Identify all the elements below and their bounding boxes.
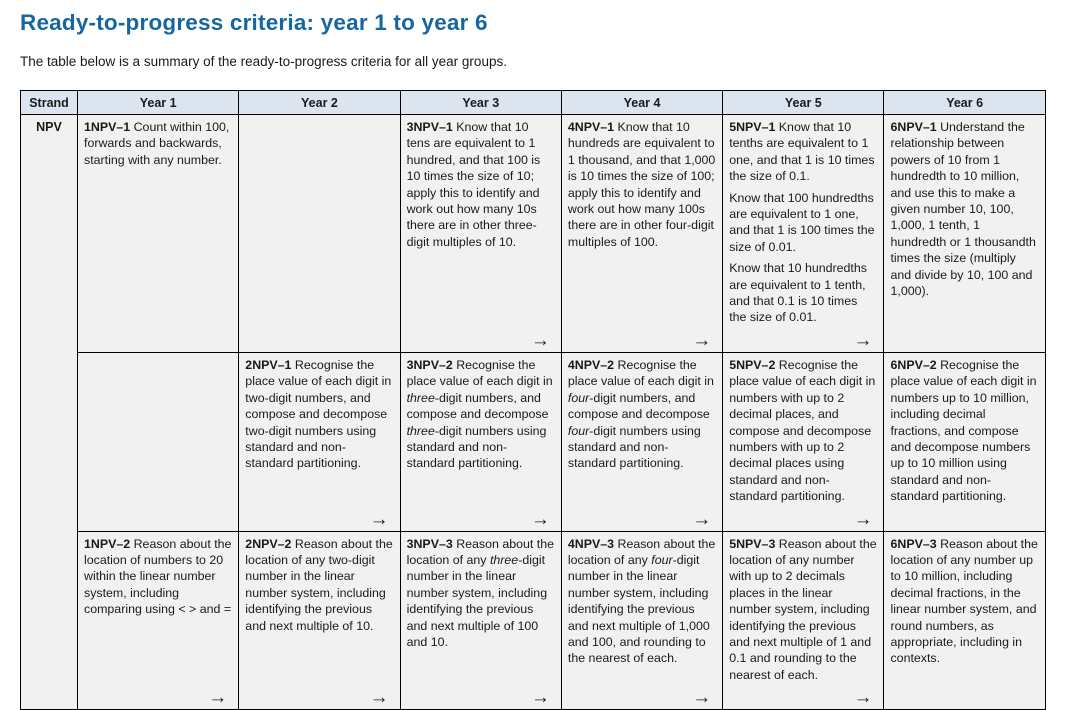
table-row: NPV 1NPV–1 Count within 100, forwards and… [20, 113, 1046, 710]
criteria-cell-year-4: 4NPV–1 Know that 10 hundreds are equival… [560, 114, 724, 353]
continues-arrow-icon: → [530, 329, 550, 351]
column-header-year-4: Year 4 [560, 90, 724, 115]
criteria-table: Strand Year 1 Year 2 Year 3 Year 4 Year … [20, 90, 1046, 710]
criteria-text: 1NPV–2 Reason about the location of numb… [84, 536, 232, 617]
criteria-text: 4NPV–3 Reason about the location of any … [567, 536, 716, 666]
criteria-cell-year-6: 6NPV–3 Reason about the location of any … [883, 530, 1046, 710]
criteria-cell-year-5: 5NPV–1 Know that 10 tenths are equivalen… [722, 114, 885, 353]
criteria-text: 3NPV–3 Reason about the location of any … [406, 536, 555, 649]
criteria-text: 6NPV–2 Recognise the place value of each… [890, 357, 1037, 504]
criteria-cell-year-6: 6NPV–1 Understand the relationship betwe… [883, 114, 1046, 353]
column-header-year-5: Year 5 [722, 90, 885, 115]
table-row: 1NPV–2 Reason about the location of numb… [21, 530, 1046, 710]
criteria-text: Know that 100 hundredths are equivalent … [729, 190, 875, 254]
table-row: 2NPV–1 Recognise the place value of each… [21, 351, 1046, 532]
criteria-cell-year-1: 1NPV–1 Count within 100, forwards and ba… [76, 114, 240, 353]
column-header-year-2: Year 2 [238, 90, 401, 115]
criteria-cell-year-3: 3NPV–1 Know that 10 tens are equivalent … [399, 114, 562, 353]
column-header-year-3: Year 3 [399, 90, 562, 115]
criteria-text: 5NPV–1 Know that 10 tenths are equivalen… [729, 120, 875, 184]
continues-arrow-icon: → [369, 687, 389, 709]
criteria-cell-year-1: 1NPV–2 Reason about the location of numb… [76, 530, 240, 710]
criteria-text: 3NPV–2 Recognise the place value of each… [406, 357, 553, 471]
page-title: Ready-to-progress criteria: year 1 to ye… [20, 10, 488, 35]
criteria-cell-year-1 [76, 351, 240, 532]
criteria-cell-year-3: 3NPV–2 Recognise the place value of each… [399, 351, 562, 532]
criteria-cell-year-2: 2NPV–1 Recognise the place value of each… [238, 351, 401, 532]
criteria-text: 4NPV–2 Recognise the place value of each… [567, 357, 714, 471]
criteria-table-body: NPV 1NPV–1 Count within 100, forwards and… [20, 113, 1046, 710]
criteria-text: 1NPV–1 Count within 100, forwards and ba… [84, 120, 230, 167]
criteria-text: Know that 10 hundredths are equivalent t… [729, 261, 867, 325]
criteria-cell-year-2: 2NPV–2 Reason about the location of any … [238, 530, 401, 710]
intro-text: The table below is a summary of the read… [20, 54, 507, 69]
criteria-cell-year-6: 6NPV–2 Recognise the place value of each… [883, 351, 1046, 532]
criteria-text: 4NPV–1 Know that 10 hundreds are equival… [567, 120, 716, 249]
criteria-text: 5NPV–2 Recognise the place value of each… [729, 357, 876, 504]
criteria-text: 5NPV–3 Reason about the location of any … [729, 536, 877, 682]
criteria-text: 6NPV–1 Understand the relationship betwe… [890, 120, 1036, 299]
criteria-cell-year-5: 5NPV–3 Reason about the location of any … [722, 530, 885, 710]
criteria-cell-year-4: 4NPV–3 Reason about the location of any … [560, 530, 724, 710]
criteria-cell-year-3: 3NPV–3 Reason about the location of any … [399, 530, 562, 710]
column-header-year-6: Year 6 [883, 90, 1046, 115]
criteria-text: 6NPV–3 Reason about the location of any … [890, 536, 1038, 666]
criteria-text: 3NPV–1 Know that 10 tens are equivalent … [406, 120, 541, 249]
column-header-year-1: Year 1 [76, 90, 240, 115]
continues-arrow-icon: → [369, 508, 389, 530]
criteria-cell-year-5: 5NPV–2 Recognise the place value of each… [722, 351, 885, 532]
continues-arrow-icon: → [692, 687, 712, 709]
continues-arrow-icon: → [853, 508, 873, 530]
continues-arrow-icon: → [692, 508, 712, 530]
column-header-strand: Strand [20, 90, 78, 115]
continues-arrow-icon: → [853, 687, 873, 709]
continues-arrow-icon: → [692, 329, 712, 351]
table-header-row: Strand Year 1 Year 2 Year 3 Year 4 Year … [20, 90, 1046, 115]
continues-arrow-icon: → [208, 687, 228, 709]
strand-cell: NPV [20, 113, 78, 710]
criteria-cell-year-4: 4NPV–2 Recognise the place value of each… [560, 351, 724, 532]
criteria-cell-year-2 [238, 114, 401, 353]
criteria-text: 2NPV–1 Recognise the place value of each… [245, 357, 392, 471]
continues-arrow-icon: → [530, 687, 550, 709]
continues-arrow-icon: → [853, 329, 873, 351]
continues-arrow-icon: → [530, 508, 550, 530]
criteria-text: 2NPV–2 Reason about the location of any … [245, 536, 393, 633]
